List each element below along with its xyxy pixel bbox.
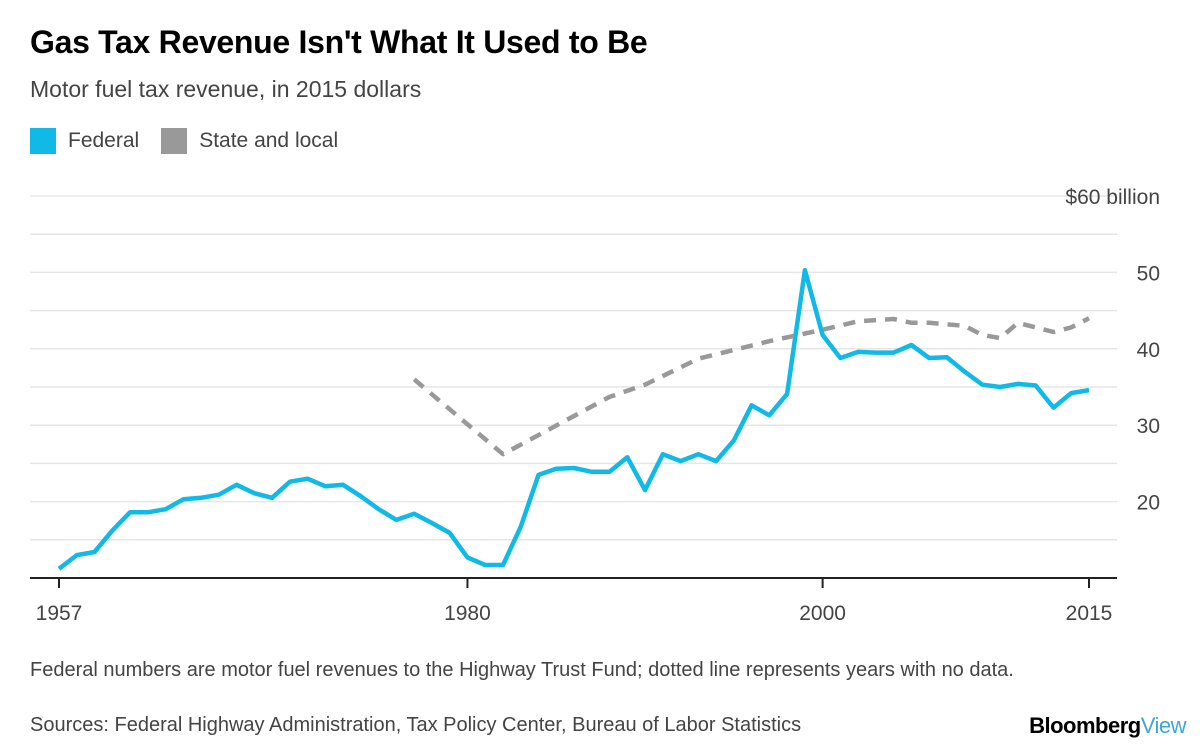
sources-note: Sources: Federal Highway Administration,… xyxy=(30,714,802,736)
bloomberg-view-logo: BloombergView xyxy=(1029,713,1186,739)
legend: Federal State and local xyxy=(30,128,360,154)
chart-title: Gas Tax Revenue Isn't What It Used to Be xyxy=(30,24,648,60)
legend-item-federal: Federal xyxy=(30,128,139,154)
state-local-swatch xyxy=(161,128,188,154)
x-tick-label: 2015 xyxy=(1066,602,1113,625)
series-line-federal xyxy=(57,267,1090,571)
y-tick-label: 50 xyxy=(1137,262,1160,285)
y-tick-label: 20 xyxy=(1137,492,1160,515)
chart-subtitle: Motor fuel tax revenue, in 2015 dollars xyxy=(30,76,422,102)
y-tick-label: 40 xyxy=(1137,339,1160,362)
federal-swatch xyxy=(30,128,56,154)
legend-label-federal: Federal xyxy=(68,129,140,152)
brand-main: Bloomberg xyxy=(1029,713,1141,738)
legend-label-state-local: State and local xyxy=(199,129,339,152)
legend-item-state-local: State and local xyxy=(161,128,338,154)
series-line-state-local xyxy=(412,316,1091,457)
x-tick-label: 1980 xyxy=(444,602,491,625)
brand-suffix: View xyxy=(1140,713,1187,738)
x-tick-label: 1957 xyxy=(36,602,83,625)
x-tick-label: 2000 xyxy=(799,602,846,625)
footnote: Federal numbers are motor fuel revenues … xyxy=(30,659,1014,681)
y-tick-label: $60 billion xyxy=(1065,186,1160,209)
y-tick-label: 30 xyxy=(1137,415,1160,438)
